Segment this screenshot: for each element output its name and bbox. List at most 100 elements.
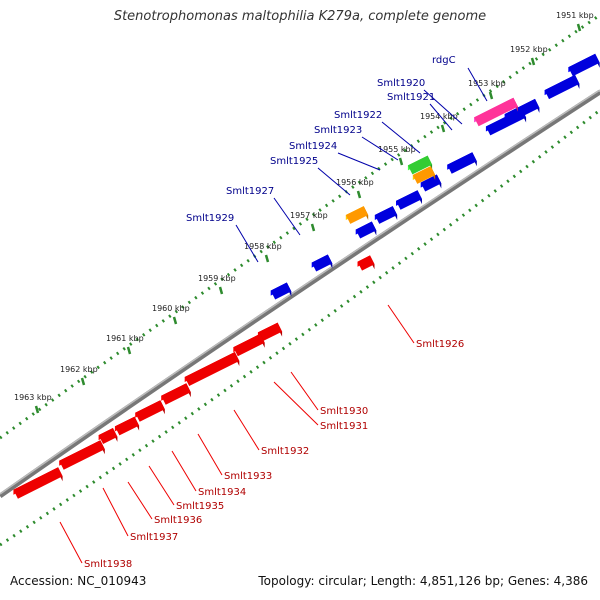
map-title: Stenotrophomonas maltophilia K279a, comp…	[113, 9, 487, 24]
gene-front-face	[311, 254, 333, 272]
scale-major-tick	[264, 254, 270, 263]
forward-gene	[447, 152, 477, 174]
inner-tick-arc	[0, 108, 600, 547]
reverse-gene-connector	[197, 433, 223, 476]
gene-front-face	[184, 352, 240, 386]
gene-front-face	[233, 333, 265, 357]
scale-label: 1955 kbp	[378, 145, 416, 154]
forward-gene-connector	[429, 103, 453, 131]
gene-front-face	[374, 206, 398, 224]
scale-label: 1958 kbp	[244, 242, 282, 251]
scale-label: 1959 kbp	[198, 274, 236, 283]
reverse-gene	[59, 440, 105, 470]
forward-gene-connector	[337, 152, 381, 171]
accession-label: Accession: NC_010943	[10, 574, 147, 588]
gene-front-face	[98, 428, 118, 444]
forward-gene-label: Smlt1923	[314, 125, 362, 136]
reverse-gene-label: Smlt1932	[261, 446, 309, 457]
forward-gene	[355, 221, 377, 239]
forward-gene-label: Smlt1925	[270, 156, 318, 167]
forward-gene	[396, 190, 422, 210]
gene-front-face	[161, 383, 191, 405]
gene-front-face	[407, 155, 433, 175]
reverse-gene-label: Smlt1926	[416, 339, 464, 350]
reverse-gene-label: Smlt1930	[320, 406, 368, 417]
forward-gene	[270, 282, 292, 300]
genome-backbone-highlight	[0, 89, 600, 495]
reverse-gene-label: Smlt1934	[198, 487, 246, 498]
scale-label: 1960 kbp	[152, 304, 190, 313]
reverse-gene	[161, 383, 191, 405]
forward-gene	[568, 53, 600, 77]
gene-front-face	[568, 53, 600, 77]
scale-label: 1962 kbp	[60, 365, 98, 374]
scale-major-tick	[172, 316, 178, 325]
scale-label: 1961 kbp	[106, 334, 144, 343]
gene-front-face	[345, 206, 369, 224]
trna-gene	[345, 206, 369, 224]
gene-front-face	[420, 174, 442, 192]
scale-major-tick	[310, 223, 316, 232]
scale-label: 1963 kbp	[14, 393, 52, 402]
reverse-gene-connector	[59, 521, 83, 564]
gene-front-face	[485, 108, 527, 136]
scale-major-tick	[126, 346, 132, 355]
reverse-gene-label: Smlt1931	[320, 421, 368, 432]
gene-front-face	[355, 221, 377, 239]
gene-front-face	[447, 152, 477, 174]
scale-label: 1956 kbp	[336, 178, 374, 187]
rrna-gene	[474, 97, 518, 127]
gene-front-face	[59, 440, 105, 470]
reverse-gene-label: Smlt1936	[154, 515, 202, 526]
reverse-gene	[13, 467, 63, 499]
trna-gene	[412, 166, 436, 184]
reverse-gene-label: Smlt1933	[224, 471, 272, 482]
outer-tick-arc	[0, 13, 600, 440]
forward-gene-label: Smlt1924	[289, 141, 337, 152]
scale-major-tick	[398, 157, 404, 166]
reverse-gene-connector	[127, 481, 153, 520]
reverse-gene	[357, 255, 375, 271]
forward-gene-connector	[361, 136, 399, 161]
forward-gene	[485, 108, 527, 136]
forward-gene-label: rdgC	[432, 55, 456, 66]
scale-major-tick	[488, 91, 494, 100]
reverse-gene	[233, 333, 265, 357]
reverse-gene-connector	[233, 409, 260, 451]
forward-gene	[311, 254, 333, 272]
scale-major-tick	[576, 23, 582, 32]
misc-gene	[407, 155, 433, 175]
scale-major-tick	[530, 57, 536, 66]
forward-gene-connector	[317, 167, 351, 196]
gene-front-face	[257, 322, 283, 342]
gene-front-face	[544, 74, 580, 100]
gene-front-face	[270, 282, 292, 300]
gene-front-face	[412, 166, 436, 184]
reverse-gene	[184, 352, 240, 386]
reverse-gene-connector	[290, 371, 319, 411]
gene-front-face	[114, 416, 140, 436]
reverse-gene	[257, 322, 283, 342]
gene-front-face	[135, 400, 165, 422]
scale-label: 1957 kbp	[290, 211, 328, 220]
gene-front-face	[474, 97, 518, 127]
forward-gene	[374, 206, 398, 224]
gene-front-face	[13, 467, 63, 499]
reverse-gene-label: Smlt1937	[130, 532, 178, 543]
reverse-gene	[114, 416, 140, 436]
gene-front-face	[357, 255, 375, 271]
reverse-gene-connector	[102, 487, 129, 537]
forward-gene-label: Smlt1927	[226, 186, 274, 197]
reverse-gene	[135, 400, 165, 422]
scale-label: 1952 kbp	[510, 45, 548, 54]
scale-label: 1953 kbp	[468, 79, 506, 88]
genome-summary: Topology: circular; Length: 4,851,126 bp…	[258, 574, 588, 588]
reverse-gene	[98, 428, 118, 444]
forward-gene-label: Smlt1920	[377, 78, 425, 89]
forward-gene-connector	[273, 197, 301, 236]
scale-major-tick	[80, 377, 86, 386]
reverse-gene-connector	[171, 450, 197, 492]
scale-label: 1954 kbp	[420, 112, 458, 121]
forward-gene	[420, 174, 442, 192]
